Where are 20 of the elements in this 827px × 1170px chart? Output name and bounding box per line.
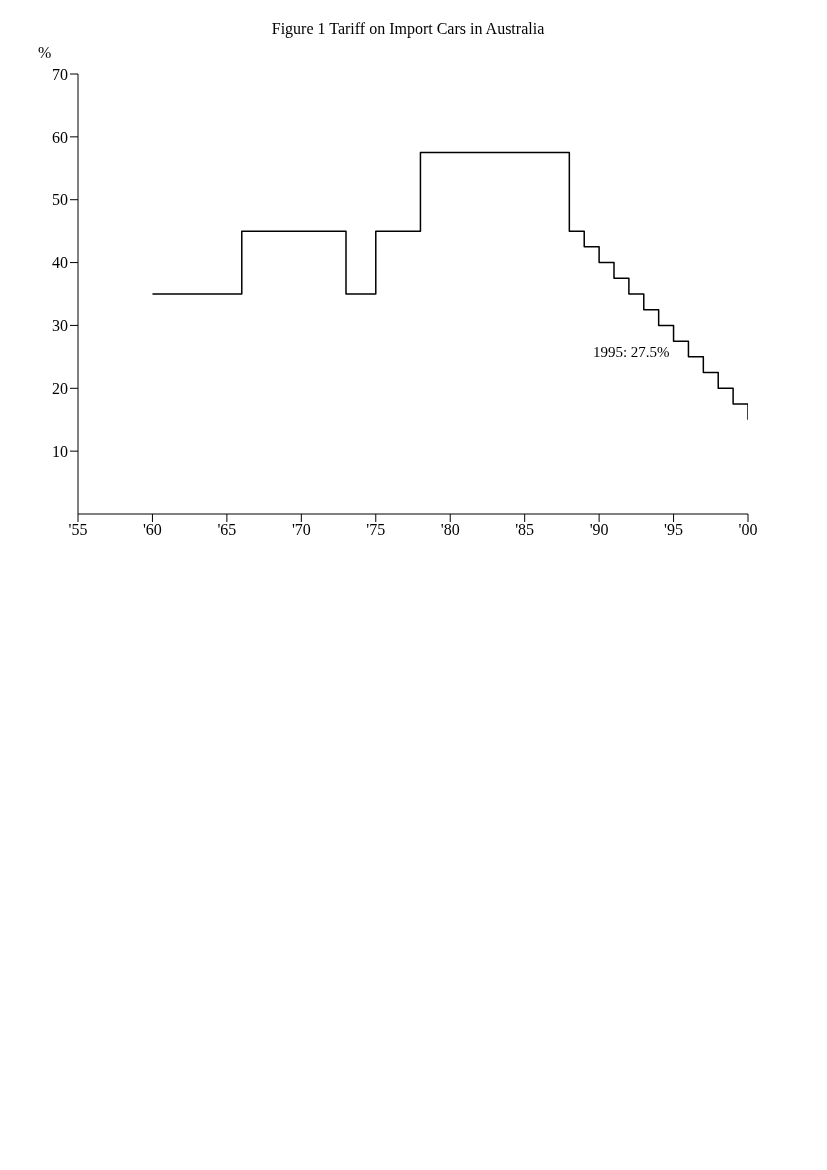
x-tick-label: '70 [291, 521, 311, 539]
y-tick-label: 60 [52, 128, 68, 146]
annotation: 1995: 27.5% [592, 344, 670, 361]
y-tick-label: 30 [52, 317, 68, 335]
x-tick-label: '60 [143, 521, 162, 539]
x-tick-label: '00 [738, 521, 758, 539]
y-tick-label: 40 [52, 254, 68, 272]
x-tick-label: '65 [217, 521, 237, 539]
y-tick-label: 10 [52, 442, 68, 460]
x-tick-label: '80 [440, 521, 460, 539]
x-tick-label: '90 [589, 521, 609, 539]
y-tick-label: 20 [52, 379, 68, 397]
x-tick-label: '95 [664, 521, 683, 539]
y-tick-label: 50 [52, 191, 68, 209]
chart-title: Figure 1 Tariff on Import Cars in Australia [270, 20, 546, 38]
x-tick-label: '85 [515, 521, 535, 539]
y-axis-title: % [38, 44, 52, 62]
y-tick-label: 70 [52, 65, 68, 83]
x-tick-label: '55 [68, 521, 88, 539]
x-tick-label: '75 [366, 521, 386, 539]
